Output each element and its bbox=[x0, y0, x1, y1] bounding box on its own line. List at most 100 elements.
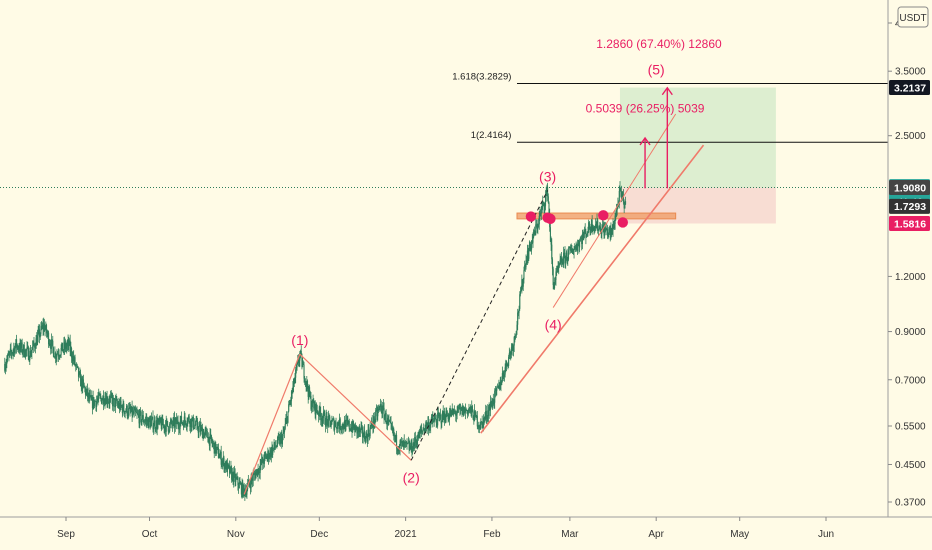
candle-body bbox=[468, 410, 470, 411]
candle-body bbox=[324, 413, 326, 425]
candle-body bbox=[370, 421, 373, 427]
candle-body bbox=[421, 429, 423, 431]
candle-body bbox=[203, 433, 206, 438]
candle-body bbox=[354, 426, 356, 433]
candle-body bbox=[337, 422, 339, 426]
candle-body bbox=[429, 425, 431, 428]
candle-body bbox=[50, 345, 52, 350]
candle-body bbox=[114, 398, 116, 408]
candle-body bbox=[615, 215, 617, 217]
candle-body bbox=[44, 328, 46, 332]
candle-body bbox=[245, 490, 247, 495]
candle-body bbox=[13, 347, 15, 351]
candle-body bbox=[219, 455, 221, 458]
candle-body bbox=[148, 417, 150, 428]
candle-body bbox=[570, 249, 572, 251]
candle-body bbox=[238, 482, 240, 488]
candle-body bbox=[300, 351, 302, 355]
candle-body bbox=[142, 415, 144, 422]
candle-body bbox=[519, 290, 522, 295]
candle-body bbox=[471, 406, 473, 413]
candle-body bbox=[272, 448, 274, 455]
candle-body bbox=[341, 428, 343, 430]
candle-body bbox=[481, 421, 483, 423]
candle-body bbox=[49, 343, 51, 346]
candle-body bbox=[295, 369, 297, 378]
support-zone bbox=[516, 212, 677, 220]
candle-body bbox=[606, 228, 608, 230]
candle-body bbox=[316, 410, 318, 414]
candle-body bbox=[507, 363, 509, 366]
candle-body bbox=[558, 265, 560, 269]
candle-body bbox=[297, 359, 300, 363]
candle-body bbox=[431, 417, 433, 419]
candle-body bbox=[5, 363, 7, 367]
candle-body bbox=[389, 421, 391, 423]
candle-body bbox=[171, 420, 173, 425]
candle-body bbox=[382, 405, 384, 408]
candle-body bbox=[318, 406, 320, 417]
candle-body bbox=[425, 422, 428, 429]
x-tick-label: Mar bbox=[561, 529, 579, 540]
candle-body bbox=[333, 419, 335, 430]
candle-body bbox=[27, 347, 29, 360]
candle-body bbox=[529, 241, 531, 247]
candle-body bbox=[307, 389, 309, 397]
candle-body bbox=[397, 449, 399, 452]
candle-body bbox=[233, 471, 235, 473]
candle-body bbox=[93, 400, 96, 406]
candle-body bbox=[196, 420, 198, 422]
candle-body bbox=[141, 419, 143, 423]
candle-body bbox=[381, 411, 383, 414]
candle-body bbox=[338, 418, 341, 429]
candle-body bbox=[391, 427, 393, 432]
candle-body bbox=[59, 355, 61, 357]
candle-body bbox=[73, 356, 75, 361]
candle-body bbox=[105, 395, 107, 404]
candle-body bbox=[524, 265, 526, 271]
candle-body bbox=[343, 427, 345, 429]
candle-body bbox=[464, 408, 467, 413]
candle-body bbox=[261, 460, 263, 464]
candle-body bbox=[18, 348, 20, 350]
candle-body bbox=[155, 428, 157, 430]
candle-body bbox=[51, 339, 53, 341]
candle-body bbox=[107, 401, 110, 403]
candle-body bbox=[190, 418, 192, 428]
candle-body bbox=[353, 426, 355, 429]
candle-body bbox=[604, 226, 606, 232]
candle-body bbox=[417, 432, 419, 441]
candle-body bbox=[427, 421, 429, 425]
candle-body bbox=[339, 418, 341, 429]
candle-body bbox=[41, 325, 43, 328]
y-tick-label: 0.9000 bbox=[895, 327, 926, 338]
candle-body bbox=[302, 363, 304, 368]
measurement-arrow-long-head bbox=[661, 86, 673, 96]
candle-body bbox=[314, 401, 316, 415]
candle-body bbox=[169, 423, 171, 432]
candle-body bbox=[432, 417, 434, 422]
candle-body bbox=[61, 342, 64, 352]
candle-body bbox=[212, 443, 214, 445]
candle-body bbox=[366, 436, 368, 442]
candle-body bbox=[101, 400, 103, 404]
candle-body bbox=[173, 417, 175, 420]
candle-body bbox=[145, 419, 147, 421]
candle-body bbox=[228, 465, 230, 467]
candle-body bbox=[554, 280, 556, 283]
candle-body bbox=[160, 417, 162, 423]
candle-body bbox=[120, 400, 122, 406]
candle-body bbox=[185, 421, 187, 426]
candle-body bbox=[345, 419, 348, 421]
candle-body bbox=[266, 456, 268, 459]
candle-body bbox=[315, 404, 318, 411]
candle-body bbox=[567, 250, 570, 260]
candle-body bbox=[467, 410, 469, 415]
candle-body bbox=[302, 363, 304, 365]
candle-body bbox=[433, 419, 435, 423]
candle-body bbox=[604, 226, 606, 236]
candle-body bbox=[495, 389, 497, 391]
candle-body bbox=[240, 483, 242, 495]
